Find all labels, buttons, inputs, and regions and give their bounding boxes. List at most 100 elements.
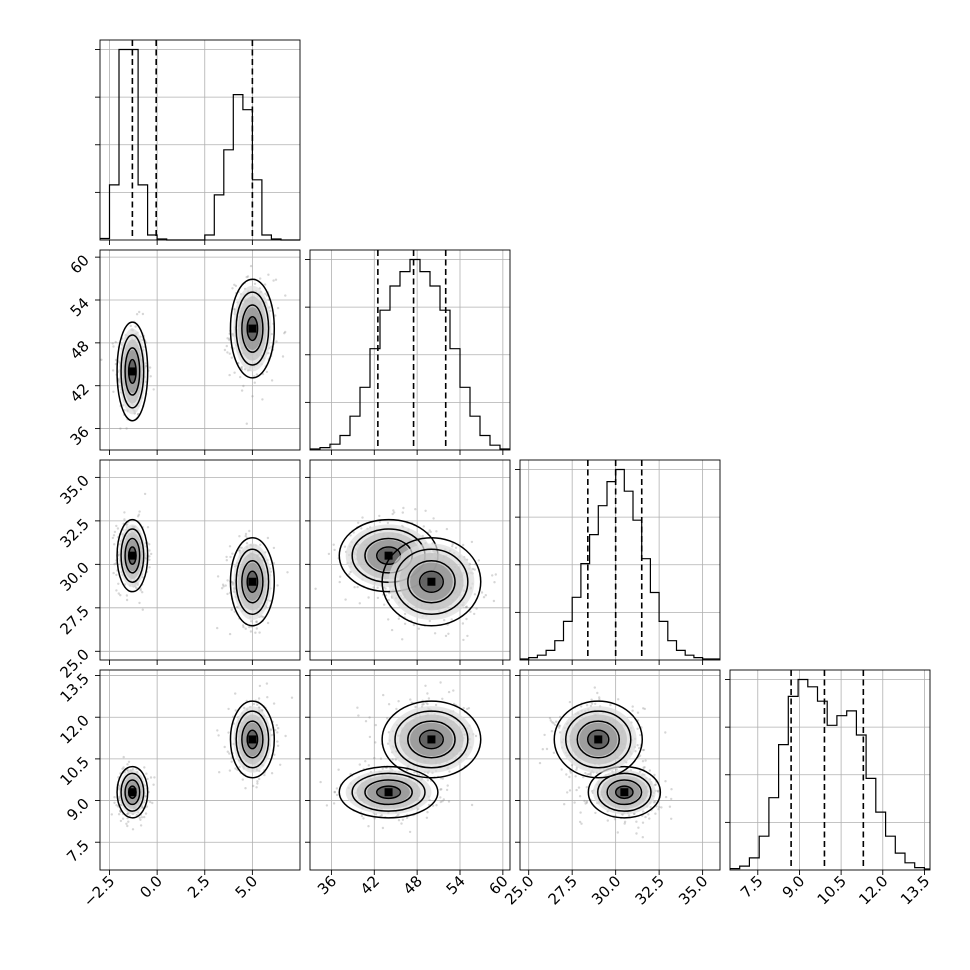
sample-point <box>216 626 219 630</box>
sample-point <box>252 702 256 706</box>
sample-point <box>403 622 407 625</box>
sample-point <box>382 693 385 697</box>
sample-point <box>233 307 236 311</box>
sample-point <box>368 735 372 739</box>
panel-r2-c1 <box>100 264 287 430</box>
sample-point <box>555 720 558 723</box>
sample-point <box>277 727 280 730</box>
sample-point <box>115 573 118 577</box>
sample-point <box>557 724 561 727</box>
y-tick-label: 12.0 <box>56 711 92 747</box>
sample-point <box>228 632 232 636</box>
sample-point <box>149 776 153 779</box>
contour-line <box>120 334 145 409</box>
sample-point <box>447 800 451 803</box>
sample-point <box>276 731 279 734</box>
sample-point <box>362 817 365 820</box>
sample-point <box>367 596 370 599</box>
sample-point <box>153 776 156 779</box>
sample-point <box>149 800 152 804</box>
sample-point <box>427 697 431 700</box>
sample-point <box>265 294 269 297</box>
sample-point <box>112 534 116 537</box>
sample-point <box>589 704 593 708</box>
sample-point <box>433 632 437 635</box>
sample-point <box>115 524 118 528</box>
sample-point <box>255 620 258 623</box>
sample-point <box>664 731 667 734</box>
sample-point <box>441 800 444 803</box>
sample-point <box>126 763 129 766</box>
sample-point <box>141 338 144 341</box>
sample-point <box>473 593 477 596</box>
contour-line <box>229 700 276 779</box>
sample-point <box>150 552 153 556</box>
sample-point <box>261 615 264 619</box>
sample-point <box>431 804 435 807</box>
sample-point <box>238 535 241 538</box>
contour-line <box>124 779 141 806</box>
sample-point <box>266 536 270 540</box>
sample-point <box>139 589 142 592</box>
sample-point <box>283 332 286 335</box>
sample-point <box>386 717 389 720</box>
sample-point <box>628 814 631 817</box>
y-tick-label: 30.0 <box>56 558 92 594</box>
contour-line <box>565 710 632 769</box>
sample-point <box>222 585 225 588</box>
sample-point <box>125 598 129 602</box>
sample-point <box>426 702 429 706</box>
sample-point <box>284 294 287 297</box>
sample-point <box>274 728 277 732</box>
sample-point <box>245 275 248 279</box>
sample-point <box>152 388 155 391</box>
sample-point <box>588 772 591 776</box>
sample-point <box>119 427 122 430</box>
sample-point <box>616 831 619 834</box>
sample-point <box>121 817 125 820</box>
sample-point <box>579 811 582 814</box>
sample-point <box>253 381 256 384</box>
sample-point <box>559 715 562 719</box>
sample-point <box>119 810 122 813</box>
sample-point <box>218 771 221 774</box>
sample-point <box>440 788 443 791</box>
sample-point <box>387 618 390 621</box>
sample-point <box>418 773 421 776</box>
density-peak <box>248 577 257 586</box>
sample-point <box>114 358 118 362</box>
sample-point <box>112 390 115 393</box>
sample-point <box>221 583 225 586</box>
sample-point <box>454 546 458 549</box>
sample-point <box>125 594 129 597</box>
sample-point <box>238 549 242 552</box>
sample-point <box>474 734 478 738</box>
sample-point <box>259 277 262 280</box>
sample-point <box>113 796 116 799</box>
sample-point <box>138 816 141 819</box>
sample-point <box>594 811 597 815</box>
sample-point <box>445 788 449 792</box>
sample-point <box>393 511 396 514</box>
sample-point <box>642 748 646 752</box>
sample-point <box>401 638 404 641</box>
sample-point <box>635 820 638 823</box>
sample-point <box>402 506 405 510</box>
sample-point <box>543 733 546 737</box>
sample-point <box>617 698 620 701</box>
sample-point <box>265 370 269 374</box>
sample-point <box>258 684 262 688</box>
sample-point <box>144 812 148 815</box>
sample-point <box>225 344 228 348</box>
sample-point <box>447 632 450 635</box>
sample-point <box>574 775 577 778</box>
sample-point <box>272 546 276 550</box>
sample-point <box>228 373 231 377</box>
panel-frame <box>99 39 301 241</box>
sample-point <box>451 545 454 548</box>
contour-line <box>120 772 145 812</box>
sample-point <box>400 822 403 825</box>
y-tick-label: 27.5 <box>56 602 92 638</box>
sample-point <box>428 529 431 532</box>
sample-point <box>408 830 412 834</box>
